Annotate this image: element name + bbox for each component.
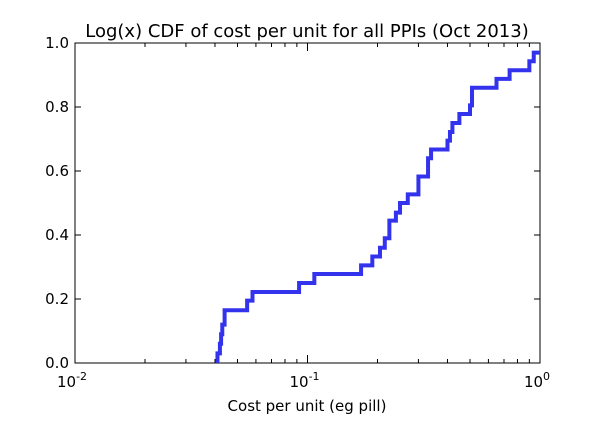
x-axis-label: Cost per unit (eg pill) bbox=[228, 397, 387, 415]
x-ticks: 10-2 10-1 100 bbox=[57, 43, 550, 391]
y-tick-label: 1.0 bbox=[45, 34, 69, 52]
x-tick-label: 10-1 bbox=[289, 370, 319, 391]
plot-area: 0.0 0.2 0.4 0.6 0.8 1.0 10-2 10-1 100 bbox=[45, 34, 550, 391]
y-tick-label: 0.8 bbox=[45, 98, 69, 116]
x-tick-label: 100 bbox=[524, 370, 550, 391]
x-minor-ticks bbox=[144, 43, 530, 363]
x-tick-label: 10-2 bbox=[57, 370, 87, 391]
y-tick-label: 0.2 bbox=[45, 290, 69, 308]
y-tick-label: 0.0 bbox=[45, 354, 69, 372]
plot-frame bbox=[74, 42, 541, 364]
y-tick-label: 0.6 bbox=[45, 162, 69, 180]
y-tick-label: 0.4 bbox=[45, 226, 69, 244]
chart-title: Log(x) CDF of cost per unit for all PPIs… bbox=[85, 21, 528, 42]
cdf-series-line bbox=[215, 50, 540, 363]
y-ticks: 0.0 0.2 0.4 0.6 0.8 1.0 bbox=[45, 34, 540, 372]
